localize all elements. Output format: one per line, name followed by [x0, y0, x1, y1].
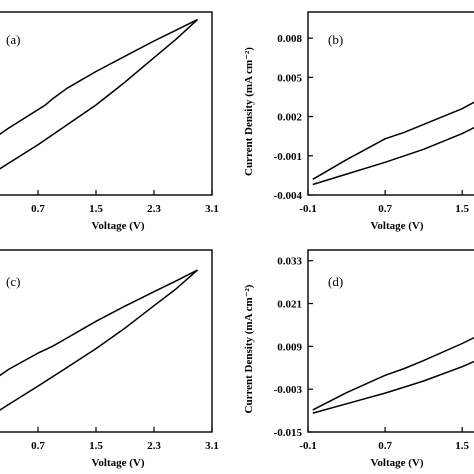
panel-label: (b) — [328, 32, 343, 47]
y-tick-label: -0.003 — [274, 384, 303, 396]
y-tick-label: 0.033 — [277, 256, 302, 268]
y-tick-label: 0.008 — [277, 33, 302, 45]
y-axis-label: Current Density (mA cm⁻²) — [243, 47, 255, 176]
series-line-2 — [312, 101, 474, 180]
y-tick-label: -0.001 — [274, 151, 302, 163]
series-line-2 — [312, 336, 474, 411]
chart-panel-2: -0.1 0.7 1.5 0.008 0.005 0.002 -0.001 -0.004 Vol… — [243, 11, 474, 232]
x-tick-label: 0.7 — [31, 203, 45, 215]
x-tick-label: 1.5 — [89, 203, 103, 215]
x-tick-label: 3.1 — [205, 440, 219, 452]
series-line-2 — [0, 269, 198, 377]
x-tick-label: -0.1 — [299, 440, 316, 452]
x-tick-label: -0.1 — [299, 203, 316, 215]
x-tick-label: 2.3 — [147, 203, 161, 215]
y-tick-label: 0.002 — [277, 112, 302, 124]
y-tick-label: 0.021 — [277, 299, 302, 311]
x-tick-label: 0.7 — [31, 440, 45, 452]
x-axis-label: Voltage (V) — [91, 220, 144, 232]
x-tick-label: 1.5 — [455, 440, 469, 452]
panel-label: (c) — [6, 274, 20, 289]
y-tick-label: 0.009 — [277, 341, 302, 353]
y-axis-label: Current Density (mA cm⁻²) — [243, 284, 255, 413]
x-axis-label: Voltage (V) — [370, 457, 423, 469]
panel-label: (a) — [6, 32, 20, 47]
plot-frame — [0, 11, 213, 196]
series-line-1 — [312, 126, 474, 186]
panel-label: (d) — [328, 274, 343, 289]
series-line-1 — [0, 19, 199, 170]
chart-panel-4: -0.1 0.7 1.5 0.033 0.021 0.009 -0.003 -0.015 Vol… — [243, 249, 474, 469]
chart-panel-1: 0.7 1.5 2.3 3.1 Voltage (V) (a) — [0, 11, 219, 232]
x-tick-label: 1.5 — [89, 440, 103, 452]
x-tick-label: 3.1 — [205, 203, 219, 215]
plot-frame — [307, 249, 474, 433]
plot-frame — [307, 11, 474, 196]
series-line-1 — [312, 360, 474, 414]
x-tick-label: 1.5 — [455, 203, 469, 215]
x-axis-label: Voltage (V) — [91, 457, 144, 469]
x-tick-label: 0.7 — [378, 203, 392, 215]
chart-panel-3: 0.7 1.5 2.3 3.1 Voltage (V) (c) — [0, 249, 219, 469]
x-axis-label: Voltage (V) — [370, 220, 423, 232]
y-tick-label: -0.004 — [274, 190, 303, 202]
series-line-1 — [0, 269, 198, 411]
y-tick-label: 0.005 — [277, 72, 302, 84]
x-tick-label: 2.3 — [147, 440, 161, 452]
x-tick-label: 0.7 — [378, 440, 392, 452]
y-tick-label: -0.015 — [274, 427, 303, 439]
series-line-2 — [0, 18, 198, 135]
